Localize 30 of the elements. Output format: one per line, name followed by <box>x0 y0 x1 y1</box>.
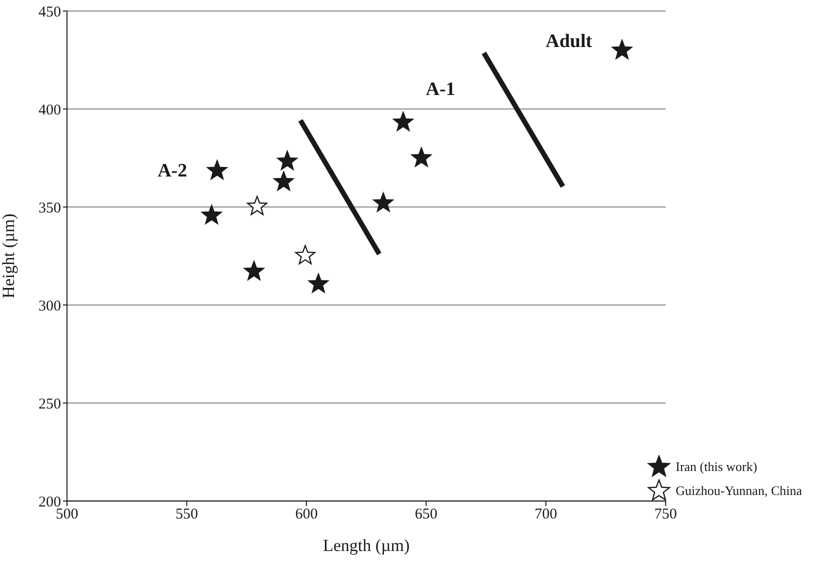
point <box>295 245 316 264</box>
legend-label: Iran (this work) <box>676 459 758 475</box>
x-tick-label: 600 <box>295 506 318 523</box>
y-tick-label: 350 <box>38 200 61 216</box>
y-tick-label: 400 <box>38 102 61 118</box>
annotation: A-2 <box>158 160 188 182</box>
point <box>207 160 228 180</box>
y-tick-label: 250 <box>38 396 61 412</box>
point <box>247 196 268 216</box>
y-axis-title: Height (µm) <box>0 214 18 298</box>
point <box>274 171 294 191</box>
point <box>308 273 329 293</box>
x-tick-label: 500 <box>56 506 78 523</box>
point <box>202 204 222 224</box>
y-tick-label: 450 <box>38 4 61 20</box>
legend-label: Guizhou-Yunnan, China <box>676 483 802 499</box>
annotation: A-1 <box>426 79 456 100</box>
point <box>277 150 298 170</box>
x-tick-label: 750 <box>654 506 677 523</box>
y-tick-label: 300 <box>38 298 61 314</box>
point <box>411 147 432 167</box>
x-tick-label: 650 <box>414 506 438 523</box>
annotation: Adult <box>546 31 593 52</box>
x-tick-label: 700 <box>534 506 558 523</box>
point <box>612 40 632 60</box>
point <box>373 192 394 212</box>
point <box>244 260 264 280</box>
x-tick-label: 550 <box>175 506 198 523</box>
point <box>393 112 414 132</box>
x-axis-title: Length (µm) <box>322 536 410 555</box>
